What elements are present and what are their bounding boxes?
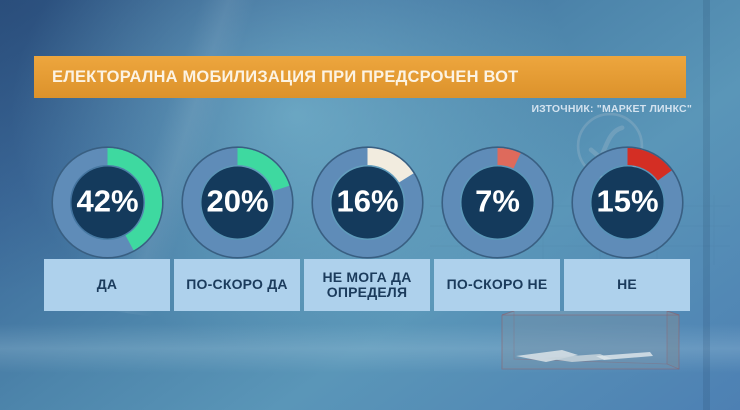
svg-text:7%: 7% <box>475 184 520 219</box>
svg-text:20%: 20% <box>206 184 268 219</box>
svg-text:42%: 42% <box>76 184 138 219</box>
svg-text:16%: 16% <box>336 184 398 219</box>
svg-text:15%: 15% <box>596 184 658 219</box>
